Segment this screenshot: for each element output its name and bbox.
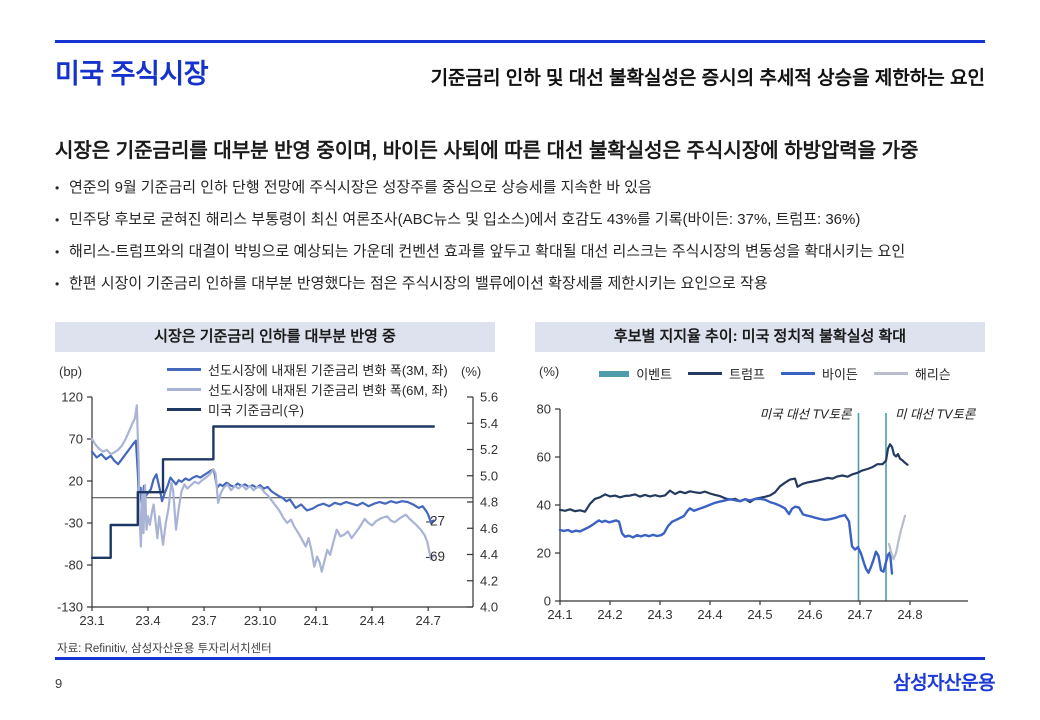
rates-chart: 선도시장에 내재된 기준금리 변화 폭(3M, 좌) 선도시장에 내재된 기준금리…: [55, 352, 498, 660]
svg-text:24.4: 24.4: [359, 613, 384, 628]
svg-text:23.7: 23.7: [191, 613, 216, 628]
svg-text:4.4: 4.4: [480, 547, 498, 562]
rates-chart-title: 시장은 기준금리 인하를 대부분 반영 중: [55, 322, 495, 352]
bullet-item: 한편 시장이 기준금리 인하를 대부분 반영했다는 점은 주식시장의 밸류에이션…: [55, 268, 995, 300]
legend-item: 해리슨: [873, 364, 951, 383]
svg-text:-69: -69: [425, 549, 445, 564]
legend-swatch: [167, 388, 201, 391]
legend-item: 선도시장에 내재된 기준금리 변화 폭(3M, 좌): [167, 360, 448, 379]
svg-text:5.4: 5.4: [480, 416, 498, 431]
legend-item: 바이든: [781, 364, 858, 383]
svg-text:24.5: 24.5: [747, 607, 772, 622]
svg-text:23.1: 23.1: [79, 613, 104, 628]
legend-swatch: [599, 370, 630, 377]
svg-text:4.6: 4.6: [480, 521, 498, 536]
legend-swatch: [167, 408, 201, 411]
svg-text:-80: -80: [64, 558, 83, 573]
rates-chart-panel: 시장은 기준금리 인하를 대부분 반영 중 선도시장에 내재된 기준금리 변화 …: [55, 322, 498, 660]
svg-text:-27: -27: [425, 513, 445, 528]
svg-text:(bp): (bp): [59, 364, 82, 379]
svg-text:5.0: 5.0: [480, 468, 498, 483]
svg-text:미 대선 TV토론: 미 대선 TV토론: [895, 408, 977, 422]
polls-chart-plot: 24.1 24.2 24.3 24.4 24.5 24.6 24.7 24.8 80 60 40 20…: [537, 364, 977, 622]
rates-chart-plot: 23.1 23.4 23.7 23.10 24.1 24.4 24.7 120 70 20 -30 -…: [57, 364, 498, 628]
svg-text:70: 70: [69, 432, 83, 447]
legend-label: 선도시장에 내재된 기준금리 변화 폭(6M, 좌): [208, 383, 448, 398]
legend-item: 이벤트: [599, 364, 672, 383]
legend-label: 트럼프: [729, 367, 765, 382]
svg-text:60: 60: [537, 450, 551, 465]
legend-swatch: [873, 372, 908, 375]
bullet-item: 해리스-트럼프와의 대결이 박빙으로 예상되는 가운데 컨벤션 효과를 앞두고 …: [55, 236, 995, 268]
svg-text:24.7: 24.7: [847, 607, 872, 622]
source-note: 자료: Refinitiv, 삼성자산운용 투자리서치센터: [57, 643, 272, 655]
bullet-list: 연준의 9월 기준금리 인하 단행 전망에 주식시장은 성장주를 중심으로 상승…: [55, 172, 995, 300]
svg-text:20: 20: [537, 546, 551, 561]
svg-text:0: 0: [544, 594, 551, 609]
svg-text:-130: -130: [57, 600, 83, 615]
legend-label: 미국 기준금리(우): [208, 403, 304, 418]
svg-text:4.8: 4.8: [480, 495, 498, 510]
polls-chart-panel: 후보별 지지율 추이: 미국 정치적 불확실성 확대 이벤트 트럼프 바이든 해리슨 …: [535, 322, 985, 660]
svg-text:24.3: 24.3: [647, 607, 672, 622]
svg-text:24.6: 24.6: [797, 607, 822, 622]
svg-text:120: 120: [61, 390, 83, 405]
svg-text:20: 20: [69, 474, 83, 489]
svg-text:4.0: 4.0: [480, 600, 498, 615]
svg-text:80: 80: [537, 402, 551, 417]
svg-text:40: 40: [537, 498, 551, 513]
svg-text:23.4: 23.4: [135, 613, 160, 628]
legend-swatch: [167, 368, 201, 371]
svg-text:24.1: 24.1: [303, 613, 328, 628]
svg-text:24.7: 24.7: [416, 613, 441, 628]
section-heading: 시장은 기준금리를 대부분 반영 중이며, 바이든 사퇴에 따른 대선 불확실성…: [55, 140, 919, 162]
top-rule: [55, 40, 985, 43]
legend-item: 미국 기준금리(우): [167, 400, 448, 419]
svg-text:미국 대선 TV토론: 미국 대선 TV토론: [760, 408, 853, 422]
legend-swatch: [688, 372, 723, 375]
svg-text:24.8: 24.8: [897, 607, 922, 622]
company-logo: 삼성자산운용: [893, 673, 995, 694]
svg-text:24.2: 24.2: [597, 607, 622, 622]
legend-label: 이벤트: [636, 367, 673, 382]
legend-item: 트럼프: [688, 364, 765, 383]
bullet-item: 연준의 9월 기준금리 인하 단행 전망에 주식시장은 성장주를 중심으로 상승…: [55, 172, 995, 204]
legend-label: 해리슨: [914, 367, 951, 382]
svg-text:24.4: 24.4: [697, 607, 722, 622]
bullet-item: 민주당 후보로 굳혀진 해리스 부통령이 최신 여론조사(ABC뉴스 및 입소스…: [55, 204, 995, 236]
page-subtitle: 기준금리 인하 및 대선 불확실성은 증시의 추세적 상승을 제한하는 요인: [430, 68, 985, 89]
svg-text:(%): (%): [539, 364, 559, 379]
polls-chart-legend: 이벤트 트럼프 바이든 해리슨: [565, 364, 985, 383]
polls-chart-title: 후보별 지지율 추이: 미국 정치적 불확실성 확대: [535, 322, 985, 352]
svg-text:(%): (%): [461, 364, 481, 379]
legend-item: 선도시장에 내재된 기준금리 변화 폭(6M, 좌): [167, 380, 448, 399]
page-number: 9: [55, 676, 63, 691]
svg-text:23.10: 23.10: [244, 613, 277, 628]
polls-chart: 이벤트 트럼프 바이든 해리슨 24.1 24.2 24.3 24.4 24.5 24.6 24.…: [535, 352, 985, 660]
legend-swatch: [781, 372, 815, 375]
page-title: 미국 주식시장: [55, 59, 209, 89]
svg-text:24.1: 24.1: [547, 607, 572, 622]
svg-text:5.2: 5.2: [480, 442, 498, 457]
bottom-rule: [55, 657, 985, 660]
svg-text:4.2: 4.2: [480, 573, 498, 588]
legend-label: 바이든: [822, 367, 858, 382]
rates-chart-legend: 선도시장에 내재된 기준금리 변화 폭(3M, 좌) 선도시장에 내재된 기준금리…: [167, 360, 448, 419]
legend-label: 선도시장에 내재된 기준금리 변화 폭(3M, 좌): [208, 363, 448, 378]
svg-text:5.6: 5.6: [480, 390, 498, 405]
svg-text:-30: -30: [64, 516, 83, 531]
